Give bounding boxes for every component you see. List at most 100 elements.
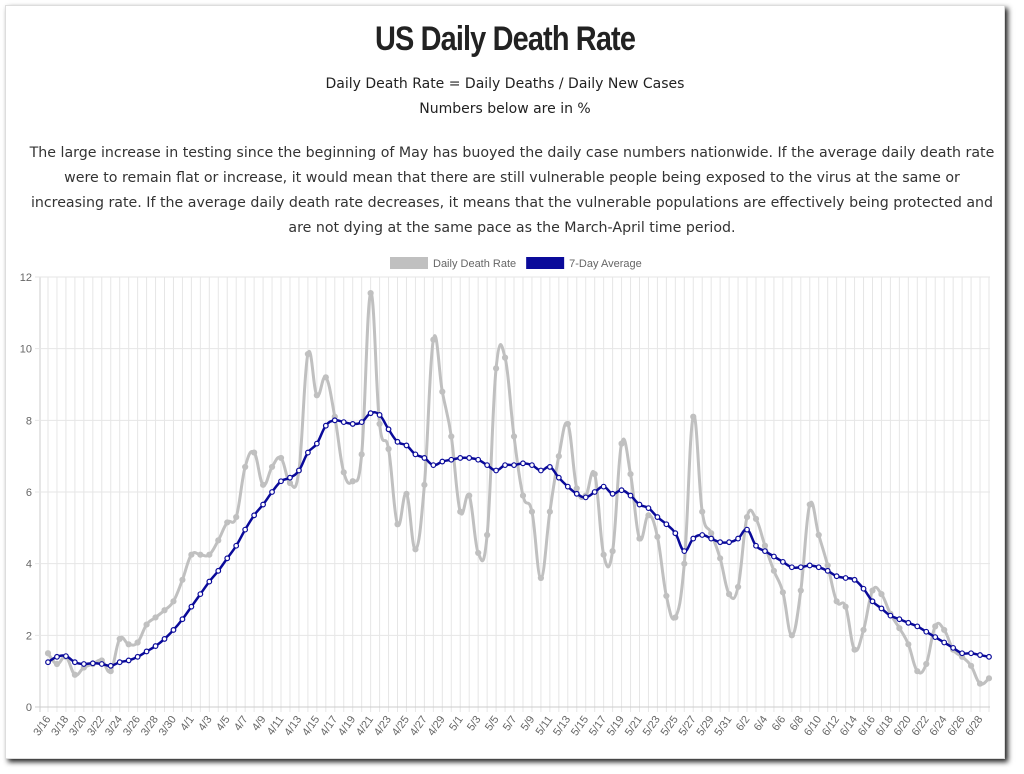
point xyxy=(717,539,724,546)
point xyxy=(753,542,759,549)
point xyxy=(511,462,517,469)
y-tick-label: 4 xyxy=(26,559,32,571)
point xyxy=(251,449,258,456)
point xyxy=(475,456,482,463)
x-tick-label: 5/29 xyxy=(695,714,717,738)
point xyxy=(358,451,365,458)
point xyxy=(672,614,679,621)
point xyxy=(278,478,284,485)
point xyxy=(313,392,320,399)
point xyxy=(448,456,455,463)
point xyxy=(385,445,392,453)
x-tick-label: 5/3 xyxy=(465,714,484,733)
point xyxy=(708,530,715,537)
point xyxy=(600,483,607,490)
point xyxy=(726,539,733,546)
point xyxy=(107,668,114,675)
point xyxy=(627,470,634,478)
x-tick-label: 4/15 xyxy=(300,714,322,738)
series-line xyxy=(46,291,990,686)
x-tick-label: 4/1 xyxy=(178,714,197,733)
point xyxy=(941,626,948,634)
point xyxy=(950,644,957,651)
point xyxy=(349,478,356,485)
point xyxy=(779,558,786,565)
x-tick-label: 4/25 xyxy=(390,714,412,738)
x-tick-label: 5/19 xyxy=(605,714,627,738)
x-tick-label: 3/30 xyxy=(157,714,179,738)
point xyxy=(672,530,679,537)
point xyxy=(502,462,508,469)
point xyxy=(412,546,419,553)
point xyxy=(941,639,948,646)
x-tick-label: 4/23 xyxy=(372,714,394,738)
x-tick-label: 3/20 xyxy=(67,714,89,738)
point xyxy=(609,548,616,555)
point xyxy=(771,553,777,560)
point xyxy=(985,675,993,682)
point xyxy=(340,419,347,426)
point xyxy=(188,603,195,610)
point xyxy=(645,512,652,519)
point xyxy=(134,639,141,646)
x-tick-label: 6/20 xyxy=(892,714,914,738)
point xyxy=(71,659,78,666)
point xyxy=(125,657,132,664)
point xyxy=(421,455,428,461)
point xyxy=(286,479,294,487)
description: The large increase in testing since the … xyxy=(29,145,995,236)
point xyxy=(268,463,276,471)
x-tick-label: 5/15 xyxy=(569,714,591,738)
y-tick-label: 8 xyxy=(26,415,32,427)
point xyxy=(627,492,634,499)
point xyxy=(878,591,885,598)
point xyxy=(654,533,661,540)
x-tick-label: 6/28 xyxy=(963,714,985,738)
point xyxy=(860,626,867,634)
point xyxy=(546,464,553,470)
point xyxy=(896,625,903,632)
y-tick-label: 0 xyxy=(26,702,32,714)
point xyxy=(681,548,688,555)
x-tick-label: 3/24 xyxy=(103,714,125,738)
point xyxy=(188,551,195,558)
point xyxy=(143,648,150,655)
point xyxy=(923,660,930,668)
legend-swatch xyxy=(390,257,428,269)
x-tick-label: 4/5 xyxy=(214,714,233,733)
point xyxy=(412,451,419,458)
x-tick-label: 5/17 xyxy=(587,714,609,738)
point xyxy=(63,653,69,660)
point xyxy=(788,564,795,571)
point xyxy=(600,551,607,558)
point xyxy=(224,519,231,526)
legend-swatch xyxy=(526,257,565,269)
point xyxy=(968,650,974,657)
point xyxy=(591,489,598,495)
legend-label: Daily Death Rate xyxy=(433,258,516,270)
point xyxy=(233,542,240,549)
point xyxy=(215,537,222,544)
x-tick-label: 5/11 xyxy=(534,714,556,738)
point xyxy=(905,641,912,648)
point xyxy=(959,650,966,657)
point xyxy=(824,562,831,569)
point xyxy=(977,652,983,658)
point xyxy=(152,643,159,649)
point xyxy=(833,598,840,605)
point xyxy=(161,607,168,614)
point xyxy=(618,487,625,494)
point xyxy=(125,641,132,648)
point xyxy=(421,481,428,488)
point xyxy=(510,433,518,440)
point xyxy=(573,490,580,497)
x-tick-label: 3/18 xyxy=(49,714,71,738)
point xyxy=(448,433,455,440)
point xyxy=(564,483,571,490)
point xyxy=(259,481,267,488)
point xyxy=(967,662,975,669)
point xyxy=(878,605,885,612)
point xyxy=(905,619,912,626)
x-tick-label: 6/2 xyxy=(734,714,753,733)
